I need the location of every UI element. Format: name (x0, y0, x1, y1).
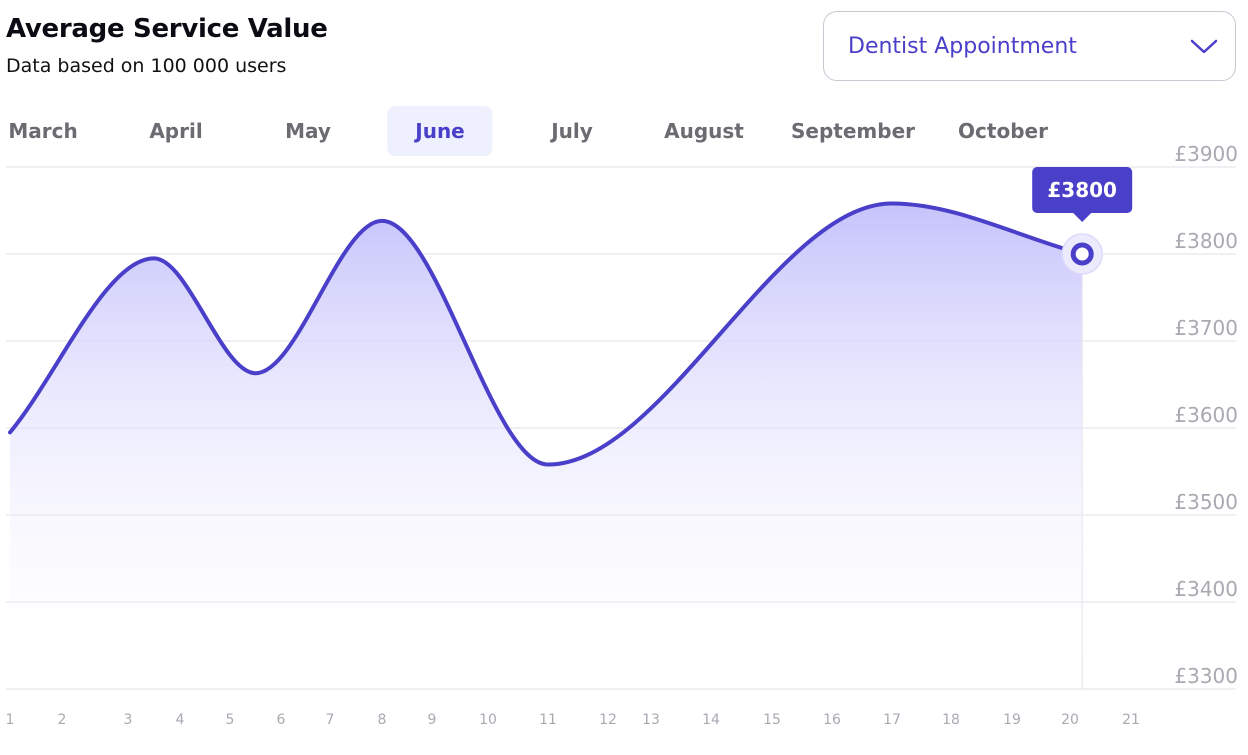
x-tick-label: 1 (6, 712, 15, 728)
x-tick-label: 2 (58, 712, 67, 728)
x-tick-label: 5 (226, 712, 235, 728)
x-tick-label: 7 (326, 712, 335, 728)
y-tick-label: £3800 (1174, 229, 1238, 253)
x-tick-label: 18 (942, 712, 960, 728)
x-tick-label: 12 (599, 712, 617, 728)
x-tick-label: 6 (277, 712, 286, 728)
y-tick-label: £3400 (1174, 577, 1238, 601)
x-tick-label: 13 (642, 712, 660, 728)
month-tab-may[interactable]: May (285, 119, 331, 143)
month-tab-april[interactable]: April (149, 119, 203, 143)
chart-title: Average Service Value (6, 14, 328, 44)
area-fill (10, 203, 1083, 689)
tooltip-arrow (1073, 213, 1092, 222)
x-tick-label: 19 (1003, 712, 1021, 728)
x-tick-label: 8 (378, 712, 387, 728)
series-line (8, 201, 1085, 467)
x-tick-label: 9 (428, 712, 437, 728)
x-tick-label: 11 (539, 712, 557, 728)
service-select[interactable]: Dentist Appointment (823, 11, 1236, 81)
y-tick-label: £3500 (1174, 490, 1238, 514)
highlight-point (1070, 242, 1094, 266)
x-tick-label: 3 (124, 712, 133, 728)
month-tab-october[interactable]: October (958, 119, 1048, 143)
service-select-value: Dentist Appointment (848, 33, 1077, 59)
month-tab-march[interactable]: March (8, 119, 78, 143)
x-tick-label: 20 (1061, 712, 1079, 728)
month-tab-august[interactable]: August (664, 119, 744, 143)
chevron-down-icon (1189, 36, 1219, 56)
y-tick-label: £3600 (1174, 403, 1238, 427)
x-tick-label: 15 (763, 712, 781, 728)
x-tick-label: 16 (823, 712, 841, 728)
tooltip-box (1032, 167, 1133, 213)
y-tick-label: £3900 (1174, 142, 1238, 166)
tooltip-label: £3800 (1047, 178, 1117, 202)
month-tabs: March April May June July August September Octo… (0, 106, 1100, 156)
y-tick-label: £3700 (1174, 316, 1238, 340)
x-tick-label: 17 (883, 712, 901, 728)
month-tab-september[interactable]: September (791, 119, 915, 143)
x-tick-label: 14 (702, 712, 720, 728)
chart-subtitle: Data based on 100 000 users (6, 55, 287, 77)
month-tab-july[interactable]: July (551, 119, 593, 143)
month-tab-june[interactable]: June (387, 106, 493, 156)
x-tick-label: 4 (176, 712, 185, 728)
x-tick-label: 21 (1122, 712, 1140, 728)
y-tick-label: £3300 (1174, 664, 1238, 688)
x-tick-label: 10 (479, 712, 497, 728)
